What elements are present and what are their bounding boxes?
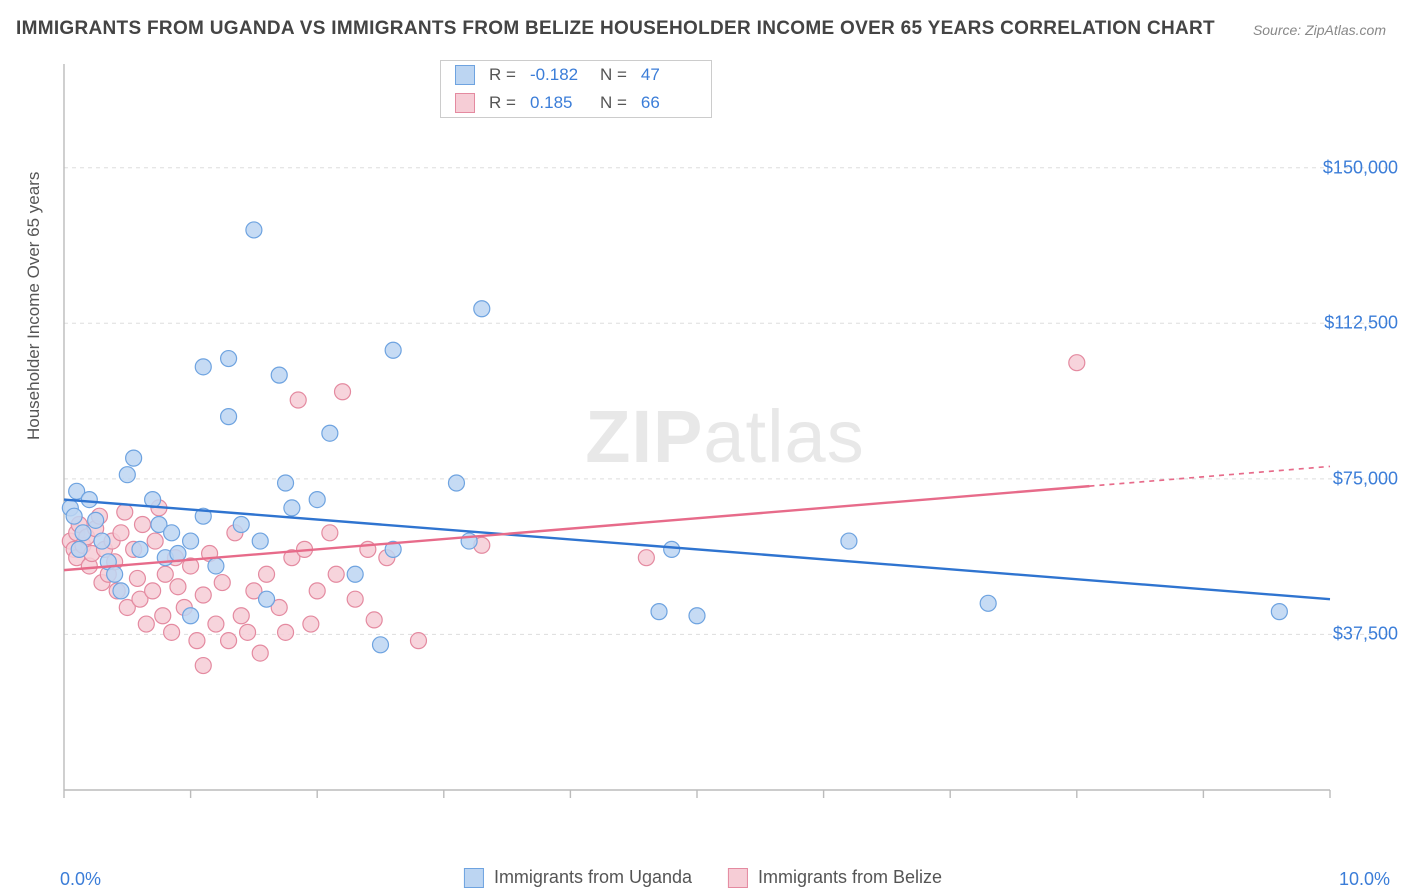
x-axis-min: 0.0% xyxy=(60,869,101,890)
y-axis-label: Householder Income Over 65 years xyxy=(24,172,44,440)
swatch-icon xyxy=(455,93,475,113)
swatch-icon xyxy=(464,868,484,888)
stat-label-n: N = xyxy=(600,93,627,113)
stat-row-belize: R = 0.185 N = 66 xyxy=(441,89,711,117)
legend-item-belize: Immigrants from Belize xyxy=(728,867,942,888)
stat-value-r: 0.185 xyxy=(530,93,586,113)
x-axis-max: 10.0% xyxy=(1339,869,1390,890)
swatch-icon xyxy=(455,65,475,85)
chart-area: ZIPatlas xyxy=(60,60,1390,830)
correlation-stats-box: R = -0.182 N = 47 R = 0.185 N = 66 xyxy=(440,60,712,118)
y-tick-label: $150,000 xyxy=(1323,157,1398,178)
y-tick-label: $112,500 xyxy=(1324,313,1398,334)
scatter-chart-svg xyxy=(60,60,1390,830)
source-credit: Source: ZipAtlas.com xyxy=(1253,22,1386,38)
y-tick-label: $75,000 xyxy=(1333,468,1398,489)
stat-value-n: 47 xyxy=(641,65,697,85)
legend-item-uganda: Immigrants from Uganda xyxy=(464,867,692,888)
stat-label-r: R = xyxy=(489,93,516,113)
legend: Immigrants from Uganda Immigrants from B… xyxy=(464,867,942,888)
legend-label: Immigrants from Uganda xyxy=(494,867,692,888)
stat-row-uganda: R = -0.182 N = 47 xyxy=(441,61,711,89)
stat-value-n: 66 xyxy=(641,93,697,113)
stat-label-n: N = xyxy=(600,65,627,85)
stat-value-r: -0.182 xyxy=(530,65,586,85)
swatch-icon xyxy=(728,868,748,888)
stat-label-r: R = xyxy=(489,65,516,85)
chart-title: IMMIGRANTS FROM UGANDA VS IMMIGRANTS FRO… xyxy=(16,18,1215,40)
legend-label: Immigrants from Belize xyxy=(758,867,942,888)
y-tick-label: $37,500 xyxy=(1333,624,1398,645)
